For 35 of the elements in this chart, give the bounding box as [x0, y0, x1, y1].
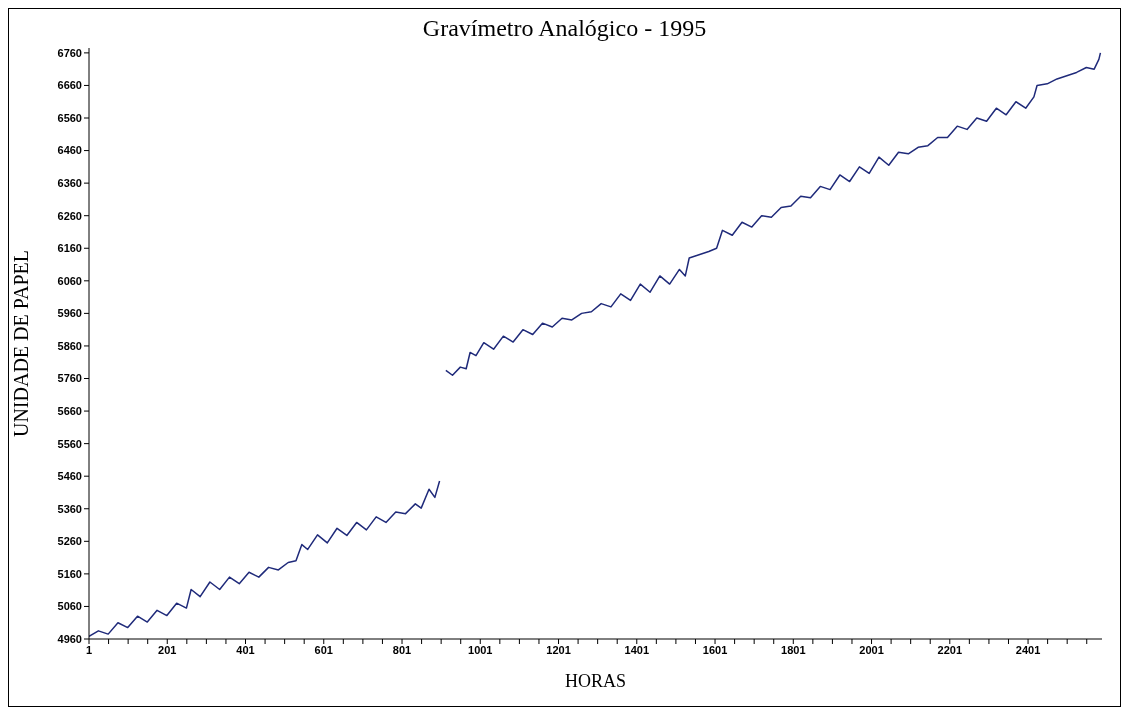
- x-tick-label: 1001: [468, 643, 493, 656]
- x-tick-label: 2201: [937, 643, 963, 656]
- x-tick-label: 1201: [546, 643, 571, 656]
- chart-title: Gravímetro Analógico - 1995: [421, 15, 708, 42]
- x-tick-label: 1401: [624, 643, 650, 656]
- x-tick-label: 2001: [859, 643, 884, 656]
- y-tick-label: 6260: [57, 209, 82, 222]
- y-tick-label: 5660: [57, 404, 82, 417]
- x-tick-label: 1801: [781, 643, 806, 656]
- y-tick-label: 5760: [57, 372, 82, 385]
- y-tick-label: 6760: [57, 46, 82, 59]
- y-tick-label: 5960: [57, 307, 82, 320]
- y-tick-label: 5360: [57, 502, 82, 515]
- y-tick-label: 6660: [57, 79, 82, 92]
- y-tick-label: 5460: [57, 470, 82, 483]
- y-tick-label: 5260: [57, 535, 82, 548]
- y-tick-label: 6160: [57, 242, 82, 255]
- y-tick-label: 5560: [57, 437, 82, 450]
- y-axis-title: UNIDADE DE PAPEL: [10, 249, 33, 438]
- y-tick-label: 5160: [57, 567, 82, 580]
- y-tick-label: 4960: [57, 632, 82, 645]
- y-tick-label: 5060: [57, 600, 82, 613]
- x-tick-label: 201: [158, 643, 177, 656]
- x-tick-label: 601: [314, 643, 333, 656]
- x-tick-label: 801: [392, 643, 412, 656]
- y-tick-label: 6360: [57, 177, 82, 190]
- x-tick-label: 1: [85, 643, 93, 656]
- y-tick-label: 5860: [57, 339, 82, 352]
- x-tick-label: 1601: [702, 643, 728, 656]
- x-axis-title: HORAS: [564, 671, 627, 691]
- x-tick-label: 401: [236, 643, 255, 656]
- y-tick-label: 6060: [57, 274, 82, 287]
- x-tick-label: 2401: [1015, 643, 1041, 656]
- y-tick-label: 6460: [57, 144, 82, 157]
- y-tick-label: 6560: [57, 111, 82, 124]
